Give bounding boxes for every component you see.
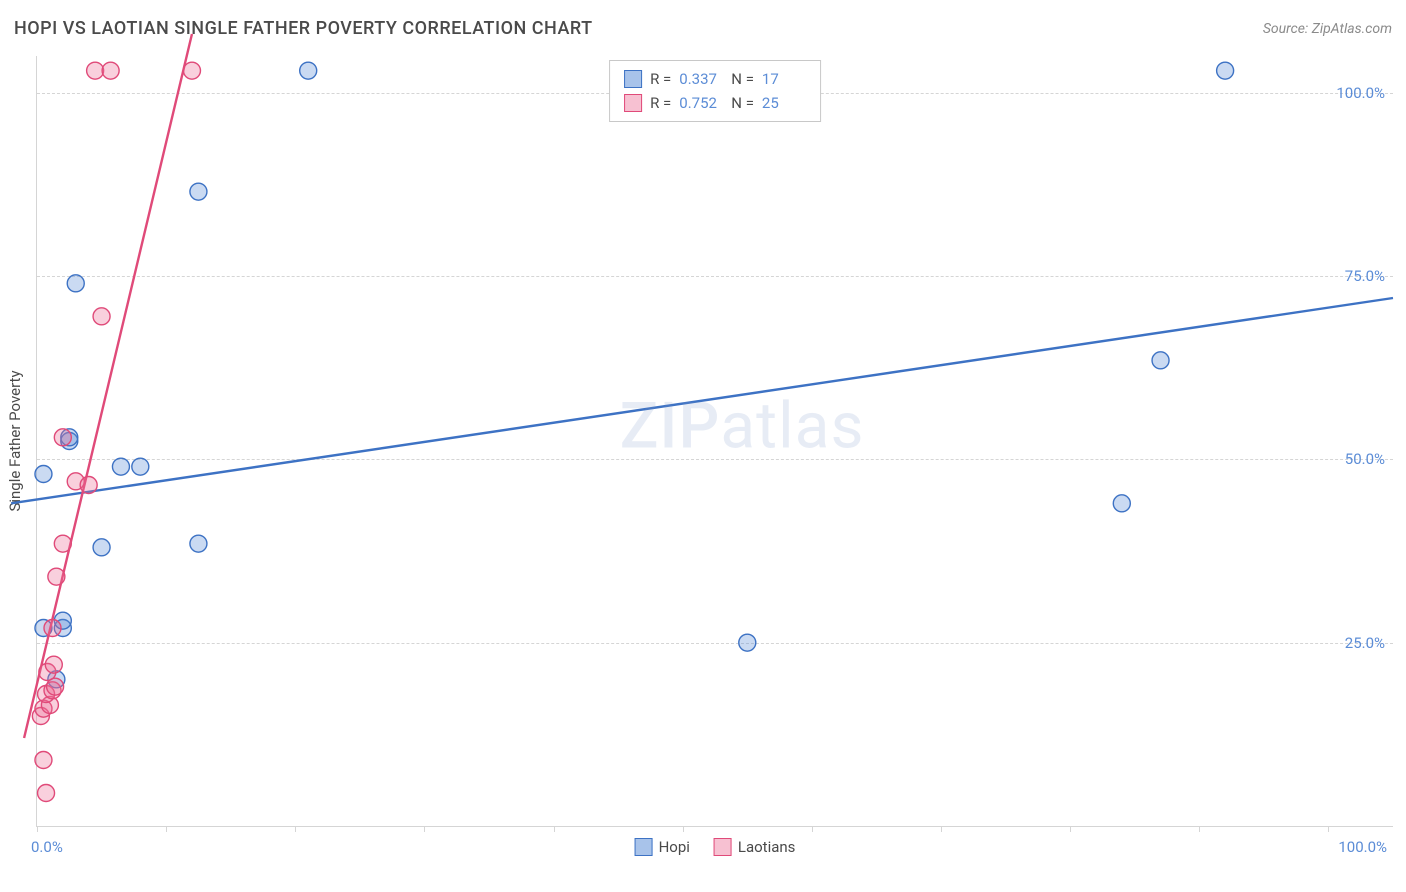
legend-label: Hopi — [659, 838, 690, 856]
source-label: Source: — [1263, 21, 1308, 37]
x-tick — [554, 826, 555, 832]
data-point — [35, 752, 52, 769]
x-tick — [683, 826, 684, 832]
r-label: R = — [650, 67, 671, 91]
n-value: 25 — [762, 91, 806, 115]
data-point — [93, 539, 110, 556]
chart-header: HOPI VS LAOTIAN SINGLE FATHER POVERTY CO… — [14, 18, 1392, 39]
data-point — [183, 62, 200, 79]
data-point — [112, 458, 129, 475]
source-name: ZipAtlas.com — [1312, 21, 1392, 37]
x-tick — [1328, 826, 1329, 832]
source-attribution: Source: ZipAtlas.com — [1263, 21, 1392, 37]
x-tick-label: 0.0% — [31, 838, 63, 856]
series-legend: Hopi Laotians — [635, 838, 796, 856]
r-value: 0.752 — [679, 91, 723, 115]
y-axis-title: Single Father Poverty — [6, 370, 24, 511]
data-point — [38, 785, 55, 802]
data-point — [300, 62, 317, 79]
data-point — [45, 656, 62, 673]
r-label: R = — [650, 91, 671, 115]
n-label: N = — [731, 91, 754, 115]
scatter-plot-svg — [37, 56, 1393, 826]
data-point — [80, 477, 97, 494]
x-tick — [424, 826, 425, 832]
data-point — [87, 62, 104, 79]
x-tick — [941, 826, 942, 832]
x-tick-label: 100.0% — [1338, 838, 1387, 856]
stats-legend-row: R = 0.337 N = 17 — [624, 67, 806, 91]
data-point — [54, 429, 71, 446]
data-point — [44, 620, 61, 637]
data-point — [1113, 495, 1130, 512]
data-point — [48, 568, 65, 585]
x-tick — [1070, 826, 1071, 832]
legend-item: Laotians — [714, 838, 796, 856]
chart-plot-area: Single Father Poverty 25.0%50.0%75.0%100… — [36, 56, 1393, 827]
data-point — [35, 466, 52, 483]
data-point — [1217, 62, 1234, 79]
data-point — [67, 275, 84, 292]
stats-legend: R = 0.337 N = 17 R = 0.752 N = 25 — [609, 60, 821, 122]
legend-label: Laotians — [738, 838, 796, 856]
data-point — [739, 634, 756, 651]
data-point — [54, 535, 71, 552]
stats-legend-row: R = 0.752 N = 25 — [624, 91, 806, 115]
data-point — [132, 458, 149, 475]
x-tick — [166, 826, 167, 832]
n-label: N = — [731, 67, 754, 91]
r-value: 0.337 — [679, 67, 723, 91]
data-point — [190, 535, 207, 552]
x-tick — [295, 826, 296, 832]
n-value: 17 — [762, 67, 806, 91]
data-point — [93, 308, 110, 325]
data-point — [1152, 352, 1169, 369]
x-tick — [812, 826, 813, 832]
x-tick — [1199, 826, 1200, 832]
legend-swatch — [624, 70, 642, 88]
legend-swatch — [624, 94, 642, 112]
x-tick — [37, 826, 38, 832]
data-point — [190, 183, 207, 200]
legend-swatch — [635, 838, 653, 856]
legend-item: Hopi — [635, 838, 690, 856]
legend-swatch — [714, 838, 732, 856]
trend-line — [11, 298, 1393, 503]
chart-title: HOPI VS LAOTIAN SINGLE FATHER POVERTY CO… — [14, 18, 593, 39]
data-point — [102, 62, 119, 79]
